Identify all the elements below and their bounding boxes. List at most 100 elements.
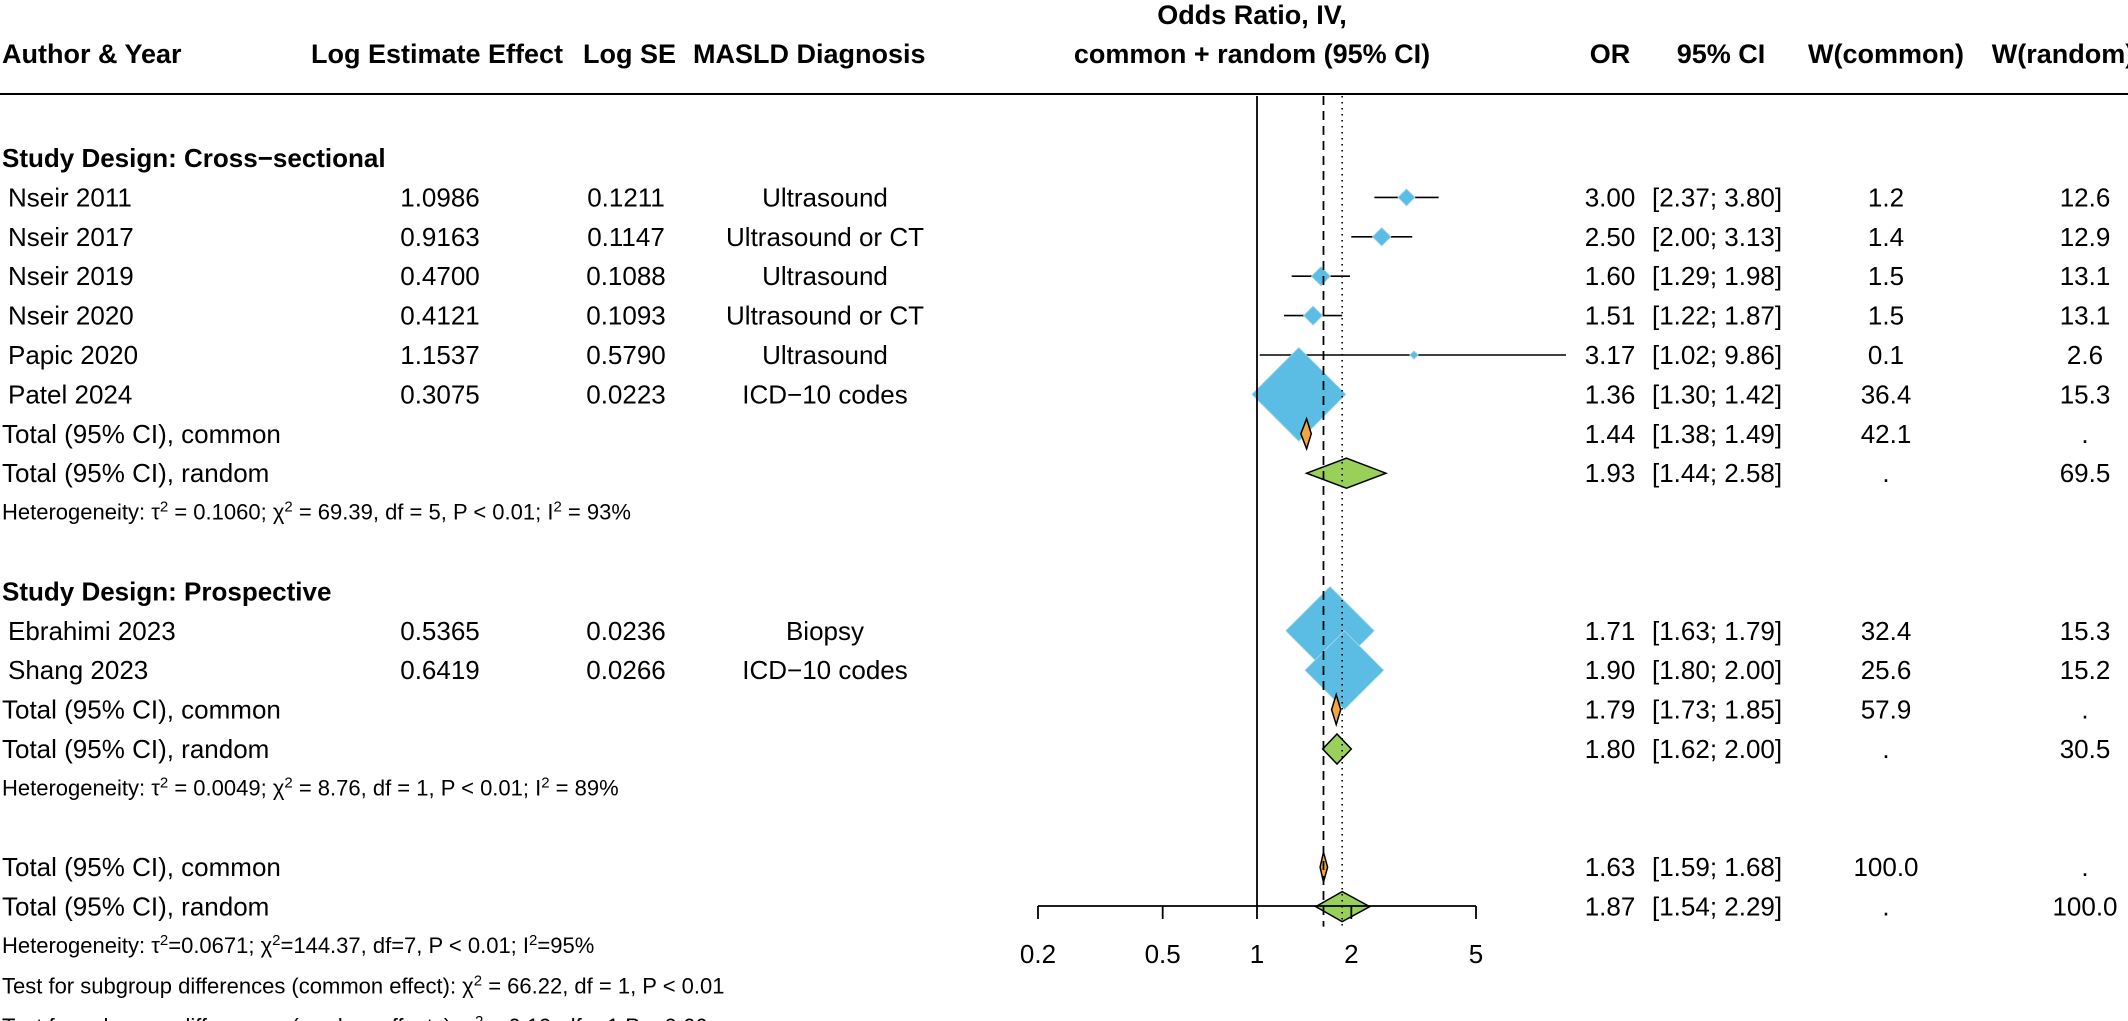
w-random-value: 69.5 xyxy=(2060,458,2111,488)
w-common-value: 42.1 xyxy=(1861,419,1912,449)
log-estimate-value: 0.4121 xyxy=(400,301,480,331)
or-value: 1.80 xyxy=(1585,734,1636,764)
subgroup-common-diamond xyxy=(1300,416,1313,452)
x-tick-label: 5 xyxy=(1469,939,1483,969)
w-random-value: 15.3 xyxy=(2060,379,2111,409)
w-random-value: 30.5 xyxy=(2060,734,2111,764)
w-random-value: 15.3 xyxy=(2060,616,2111,646)
study-name: Nseir 2011 xyxy=(8,182,132,212)
w-common-value: . xyxy=(1882,892,1889,922)
log-estimate-value: 0.9163 xyxy=(400,222,480,252)
x-axis: 0.2 0.5 1 2 5 xyxy=(1020,905,1483,969)
log-se-value: 0.1088 xyxy=(586,261,666,291)
study-point xyxy=(1251,346,1347,442)
ci-value: [1.44; 2.58] xyxy=(1652,458,1782,488)
w-common-value: 0.1 xyxy=(1868,340,1904,370)
log-estimate-value: 0.3075 xyxy=(400,379,480,409)
log-se-value: 0.1093 xyxy=(586,301,666,331)
log-se-header: Log SE xyxy=(583,39,676,69)
subgroup-common-diamond xyxy=(1330,692,1342,728)
subgroup-random-label: Total (95% CI), random xyxy=(2,458,269,488)
ci-value: [1.30; 1.42] xyxy=(1652,379,1782,409)
log-se-value: 0.0223 xyxy=(586,379,666,409)
overall-random-label: Total (95% CI), random xyxy=(2,892,269,922)
log-effect-header: Log Estimate Effect xyxy=(311,39,563,69)
study-point xyxy=(1310,266,1332,287)
ci-value: [1.38; 1.49] xyxy=(1652,419,1782,449)
study-name: Nseir 2020 xyxy=(8,301,134,331)
ci-value: [1.22; 1.87] xyxy=(1652,301,1782,331)
or-value: 3.00 xyxy=(1585,182,1636,212)
study-name: Ebrahimi 2023 xyxy=(8,616,176,646)
w-random-value: 13.1 xyxy=(2060,301,2111,331)
or-value: 1.63 xyxy=(1585,852,1636,882)
diagnosis-value: Ultrasound xyxy=(762,340,888,370)
ci-value: [1.63; 1.79] xyxy=(1652,616,1782,646)
ci-header: 95% CI xyxy=(1677,39,1766,69)
diagnosis-value: ICD−10 codes xyxy=(742,379,907,409)
w-common-value: 36.4 xyxy=(1861,379,1912,409)
overall-note: Heterogeneity: τ2=0.0671; χ2=144.37, df=… xyxy=(2,932,594,959)
or-value: 1.87 xyxy=(1585,892,1636,922)
w-common-header: W(common) xyxy=(1808,39,1964,69)
study-name: Nseir 2019 xyxy=(8,261,134,291)
group-title: Study Design: Prospective xyxy=(2,576,331,606)
log-estimate-value: 0.5365 xyxy=(400,616,480,646)
log-se-value: 0.0236 xyxy=(586,616,666,646)
study-point xyxy=(1397,188,1416,207)
x-tick-label: 1 xyxy=(1250,939,1264,969)
ci-value: [1.62; 2.00] xyxy=(1652,734,1782,764)
w-common-value: . xyxy=(1882,458,1889,488)
or-value: 1.60 xyxy=(1585,261,1636,291)
subgroup-common-label: Total (95% CI), common xyxy=(2,419,281,449)
plot-title-line1: Odds Ratio, IV, xyxy=(1157,0,1347,30)
subgroup-random-label: Total (95% CI), random xyxy=(2,734,269,764)
diagnosis-header: MASLD Diagnosis xyxy=(693,39,926,69)
w-random-value: 12.6 xyxy=(2060,182,2111,212)
ci-value: [2.00; 3.13] xyxy=(1652,222,1782,252)
overall-note: Test for subgroup differences (common ef… xyxy=(2,972,724,999)
or-value: 1.71 xyxy=(1585,616,1636,646)
w-random-header: W(random) xyxy=(1992,39,2128,69)
or-value: 1.51 xyxy=(1585,301,1636,331)
study-name: Nseir 2017 xyxy=(8,222,134,252)
group-title: Study Design: Cross−sectional xyxy=(2,143,386,173)
study-point xyxy=(1409,350,1419,360)
subgroup-random-diamond xyxy=(1304,457,1389,490)
w-common-value: 1.4 xyxy=(1868,222,1904,252)
study-name: Patel 2024 xyxy=(8,379,132,409)
subgroup-random-diamond xyxy=(1321,732,1353,766)
w-random-value: . xyxy=(2081,695,2088,725)
w-common-value: 32.4 xyxy=(1861,616,1912,646)
ci-value: [1.59; 1.68] xyxy=(1652,852,1782,882)
w-random-value: 2.6 xyxy=(2067,340,2103,370)
diagnosis-value: Ultrasound or CT xyxy=(726,301,924,331)
or-value: 1.36 xyxy=(1585,379,1636,409)
ci-value: [1.54; 2.29] xyxy=(1652,892,1782,922)
ci-value: [1.02; 9.86] xyxy=(1652,340,1782,370)
log-estimate-value: 0.4700 xyxy=(400,261,480,291)
or-header: OR xyxy=(1590,39,1631,69)
diagnosis-value: Ultrasound xyxy=(762,182,888,212)
ci-value: [1.29; 1.98] xyxy=(1652,261,1782,291)
w-common-value: 57.9 xyxy=(1861,695,1912,725)
w-common-value: 100.0 xyxy=(1853,852,1918,882)
or-value: 1.44 xyxy=(1585,419,1636,449)
log-estimate-value: 1.1537 xyxy=(400,340,480,370)
ci-value: [2.37; 3.80] xyxy=(1652,182,1782,212)
log-se-value: 0.1211 xyxy=(587,182,665,212)
w-random-value: 13.1 xyxy=(2060,261,2111,291)
ci-value: [1.80; 2.00] xyxy=(1652,655,1782,685)
study-point xyxy=(1304,630,1385,711)
overall-common-label: Total (95% CI), common xyxy=(2,852,281,882)
study-point xyxy=(1302,305,1324,326)
w-common-value: 1.5 xyxy=(1868,301,1904,331)
study-name: Papic 2020 xyxy=(8,340,138,370)
x-tick-label: 0.2 xyxy=(1020,939,1056,969)
log-se-value: 0.0266 xyxy=(586,655,666,685)
study-point xyxy=(1371,227,1392,247)
heterogeneity-note: Heterogeneity: τ2 = 0.0049; χ2 = 8.76, d… xyxy=(2,774,619,801)
ci-value: [1.73; 1.85] xyxy=(1652,695,1782,725)
w-common-value: 1.5 xyxy=(1868,261,1904,291)
or-value: 1.79 xyxy=(1585,695,1636,725)
